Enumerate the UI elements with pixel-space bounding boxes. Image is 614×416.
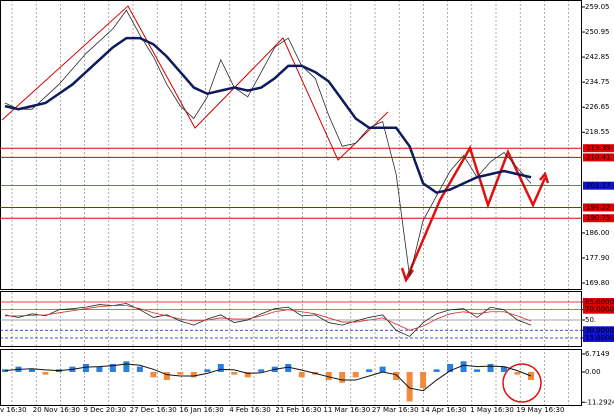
- histogram-bar: [42, 372, 49, 375]
- level-label: 190.75: [586, 214, 611, 222]
- level-label: 210.41: [586, 153, 611, 161]
- x-tick-label: 9 Dec 20:30: [83, 406, 126, 414]
- y-tick-label: 259.05: [585, 3, 610, 11]
- y-tick-label: 15.0000: [585, 334, 614, 342]
- histogram-bar: [406, 372, 413, 402]
- y-tick-label: 30.0000: [585, 326, 614, 334]
- x-tick-label: 4 Feb 16:30: [229, 406, 270, 414]
- histogram-bar: [393, 372, 400, 381]
- x-tick-label: 20 Nov 16:30: [33, 406, 80, 414]
- histogram-bar: [177, 372, 184, 375]
- level-box: [583, 214, 614, 223]
- histogram-bar: [460, 361, 467, 373]
- x-tick-label: 16 Jan 16:30: [179, 406, 223, 414]
- histogram-bar: [339, 372, 346, 383]
- histogram-bar: [285, 363, 292, 373]
- histogram-bar: [136, 366, 143, 373]
- histogram-bar: [420, 372, 427, 389]
- histogram-bar: [379, 366, 386, 373]
- tick-box: [583, 326, 614, 335]
- arrow-path: [404, 144, 547, 281]
- tick-box: [583, 305, 614, 314]
- x-tick-label: 11 Mar 16:30: [323, 406, 370, 414]
- histogram-bar: [150, 372, 157, 378]
- y-tick-label: 70.0000: [585, 306, 614, 314]
- histogram-bar: [204, 369, 211, 373]
- panel-frame: [0, 349, 582, 406]
- histogram-bar: [352, 372, 359, 378]
- histogram-bar: [366, 369, 373, 373]
- histogram-bar: [298, 372, 305, 378]
- series-line: [5, 305, 532, 331]
- histogram-bar: [109, 363, 116, 373]
- histogram-bar: [258, 369, 265, 373]
- histogram-bar: [325, 372, 332, 381]
- series-line: [4, 36, 532, 195]
- current-price-label: 201.27: [586, 182, 611, 190]
- histogram-bar: [190, 372, 197, 378]
- y-tick-label: -11.2924: [585, 398, 614, 406]
- level-label: 194.22: [586, 203, 611, 211]
- y-tick-label: 242.85: [585, 53, 610, 61]
- x-tick-label: 1 May 16:30: [470, 406, 514, 414]
- series-line: [4, 363, 532, 392]
- tick-box: [583, 333, 614, 342]
- histogram-bar: [487, 363, 494, 373]
- panel-frame: [0, 0, 582, 290]
- histogram-bar: [123, 361, 130, 373]
- highlight-circle: [502, 363, 542, 403]
- trend-drawings: [1, 5, 389, 161]
- zigzag: [1, 5, 389, 161]
- y-tick-label: 177.90: [585, 254, 610, 262]
- vertical-grid: [11, 0, 569, 405]
- arrow-head: [539, 171, 550, 184]
- level-box: [583, 153, 614, 162]
- level-box: [583, 144, 614, 153]
- y-tick-label: 234.75: [585, 78, 610, 86]
- x-tick-label: 14 Apr 16:30: [421, 406, 467, 414]
- panel-frame: [0, 291, 582, 347]
- x-tick-label: v 16:30: [0, 406, 27, 414]
- panel: 259.05 250.95 242.85 234.75 226.65 218.55 186.…: [0, 0, 614, 290]
- histogram-bar: [96, 366, 103, 373]
- series-line: [4, 303, 532, 337]
- histogram-bar: [514, 372, 521, 375]
- level-box: [583, 203, 614, 212]
- x-tick-label: 19 May 16:30: [516, 406, 564, 414]
- y-tick-label: 250.95: [585, 28, 610, 36]
- y-tick-label: 0.00: [585, 368, 601, 376]
- series-line: [4, 9, 532, 277]
- y-tick-label: 186.00: [585, 229, 610, 237]
- current-price-box: [583, 181, 614, 190]
- y-tick-label: 50.: [585, 316, 596, 324]
- histogram-bar: [244, 372, 251, 378]
- histogram-bar: [231, 372, 238, 375]
- panel: 6.7149 0.00 -11.2924: [0, 349, 614, 406]
- level-label: 213.39: [586, 144, 611, 152]
- histogram-bar: [501, 366, 508, 373]
- tick-box: [583, 298, 614, 306]
- y-tick-label: 218.55: [585, 128, 610, 136]
- y-tick-label: 85.0000: [585, 298, 614, 306]
- histogram-bar: [447, 363, 454, 373]
- histogram-bar: [433, 369, 440, 373]
- x-tick-label: 21 Feb 16:30: [275, 406, 321, 414]
- histogram-bar: [163, 372, 170, 381]
- histogram-bar: [82, 363, 89, 373]
- y-tick-label: 6.7149: [585, 350, 610, 358]
- y-tick-label: 169.80: [585, 279, 610, 287]
- x-tick-label: 27 Dec 16:30: [130, 406, 177, 414]
- histogram-bar: [474, 369, 481, 373]
- histogram-bar: [28, 369, 35, 373]
- x-tick-label: 27 Mar 16:30: [372, 406, 419, 414]
- y-tick-label: 226.65: [585, 103, 610, 111]
- histogram-bar: [217, 363, 224, 373]
